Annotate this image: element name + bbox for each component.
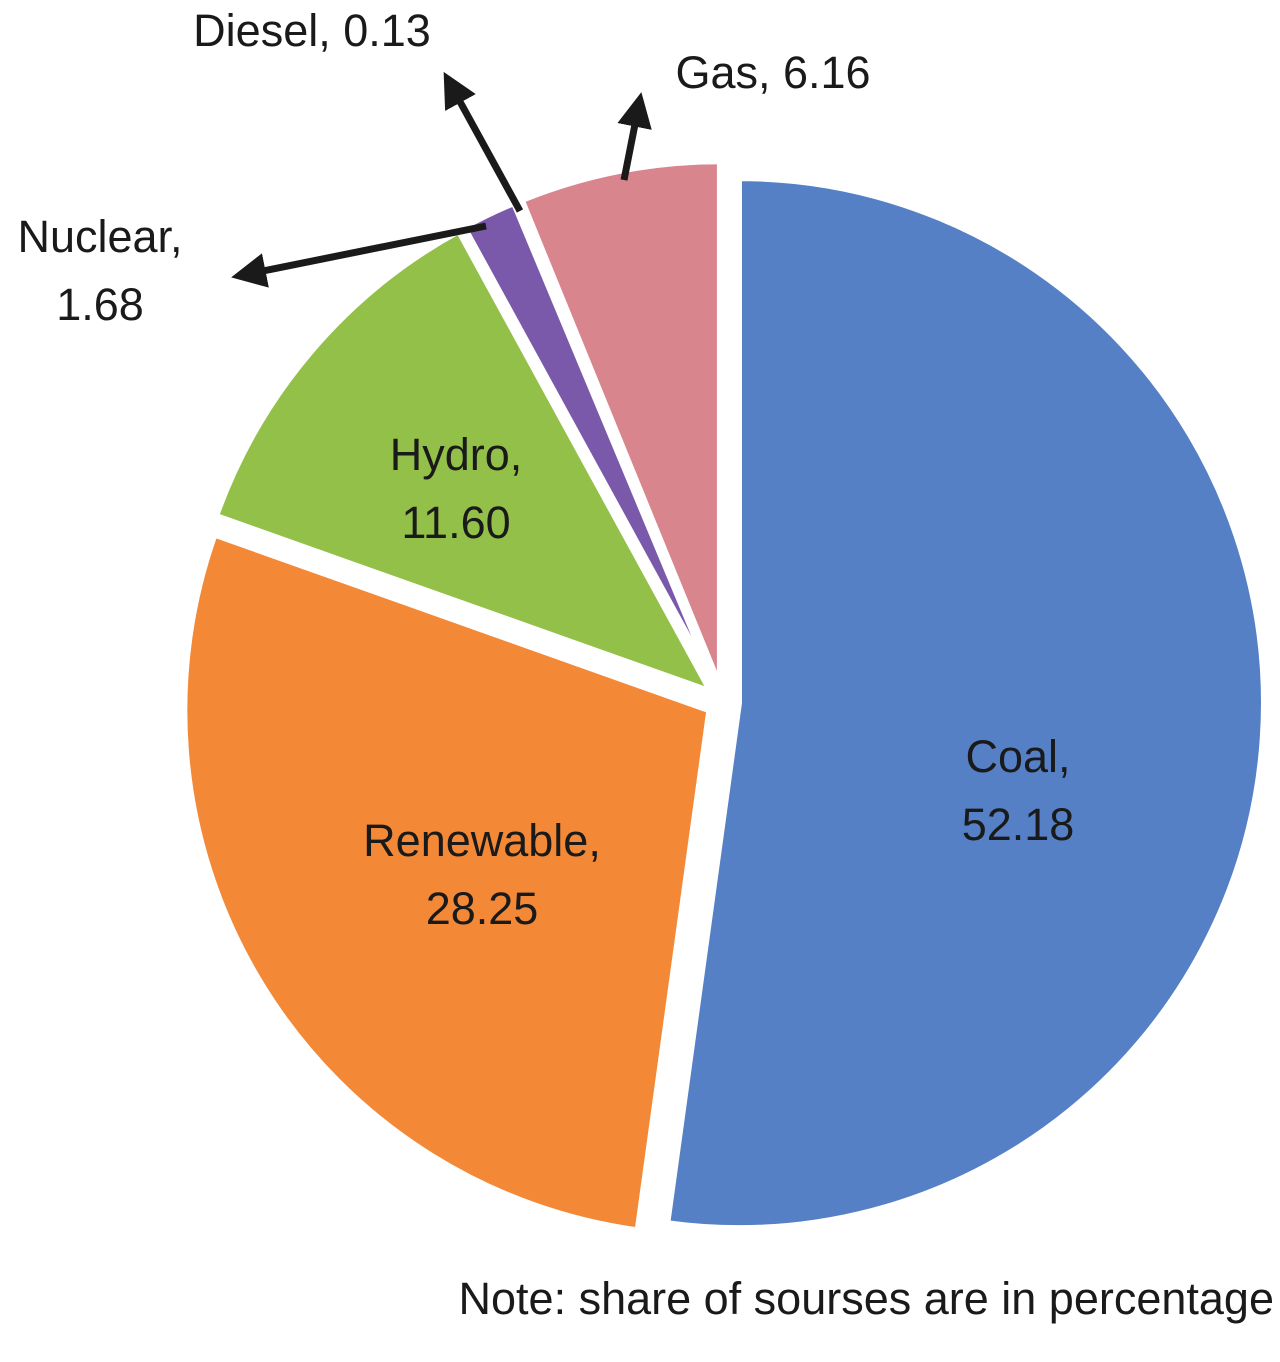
pie-slices [181,158,1267,1234]
slice-label-hydro: Hydro, 11.60 [390,429,523,548]
pie-slice-hydro [212,227,718,698]
slice-label-value-hydro: 11.60 [401,497,510,548]
slice-label-name-coal: Coal, [965,731,1070,782]
chart-note: Note: share of sourses are in percentage [458,1273,1274,1324]
leader-arrows [231,71,652,288]
leader-arrow-nuclear [231,222,487,288]
slice-label-coal: Coal, 52.18 [962,731,1075,850]
leader-arrow-gas [617,92,652,181]
slice-label-value-nuclear: 1.68 [56,279,144,330]
slice-label-name-nuclear: Nuclear, [17,211,182,262]
slice-label-value-coal: 52.18 [962,799,1075,850]
slice-label-nuclear: Nuclear, 1.68 [17,211,182,330]
slice-label-renewable: Renewable, 28.25 [363,815,601,934]
slice-label-value-renewable: 28.25 [426,883,539,934]
pie-slice-renewable [181,530,713,1234]
slice-label-name-hydro: Hydro, [390,429,523,480]
slice-label-gas: Gas, 6.16 [675,47,870,98]
slice-label-diesel: Diesel, 0.13 [193,5,431,56]
leader-arrow-diesel [443,71,524,213]
slice-label-name-renewable: Renewable, [363,815,601,866]
pie-slice-gas [517,158,723,688]
slice-labels: Coal, 52.18 Renewable, 28.25 Hydro, 11.60 Nucl… [17,5,1074,934]
pie-slice-coal [663,175,1267,1232]
